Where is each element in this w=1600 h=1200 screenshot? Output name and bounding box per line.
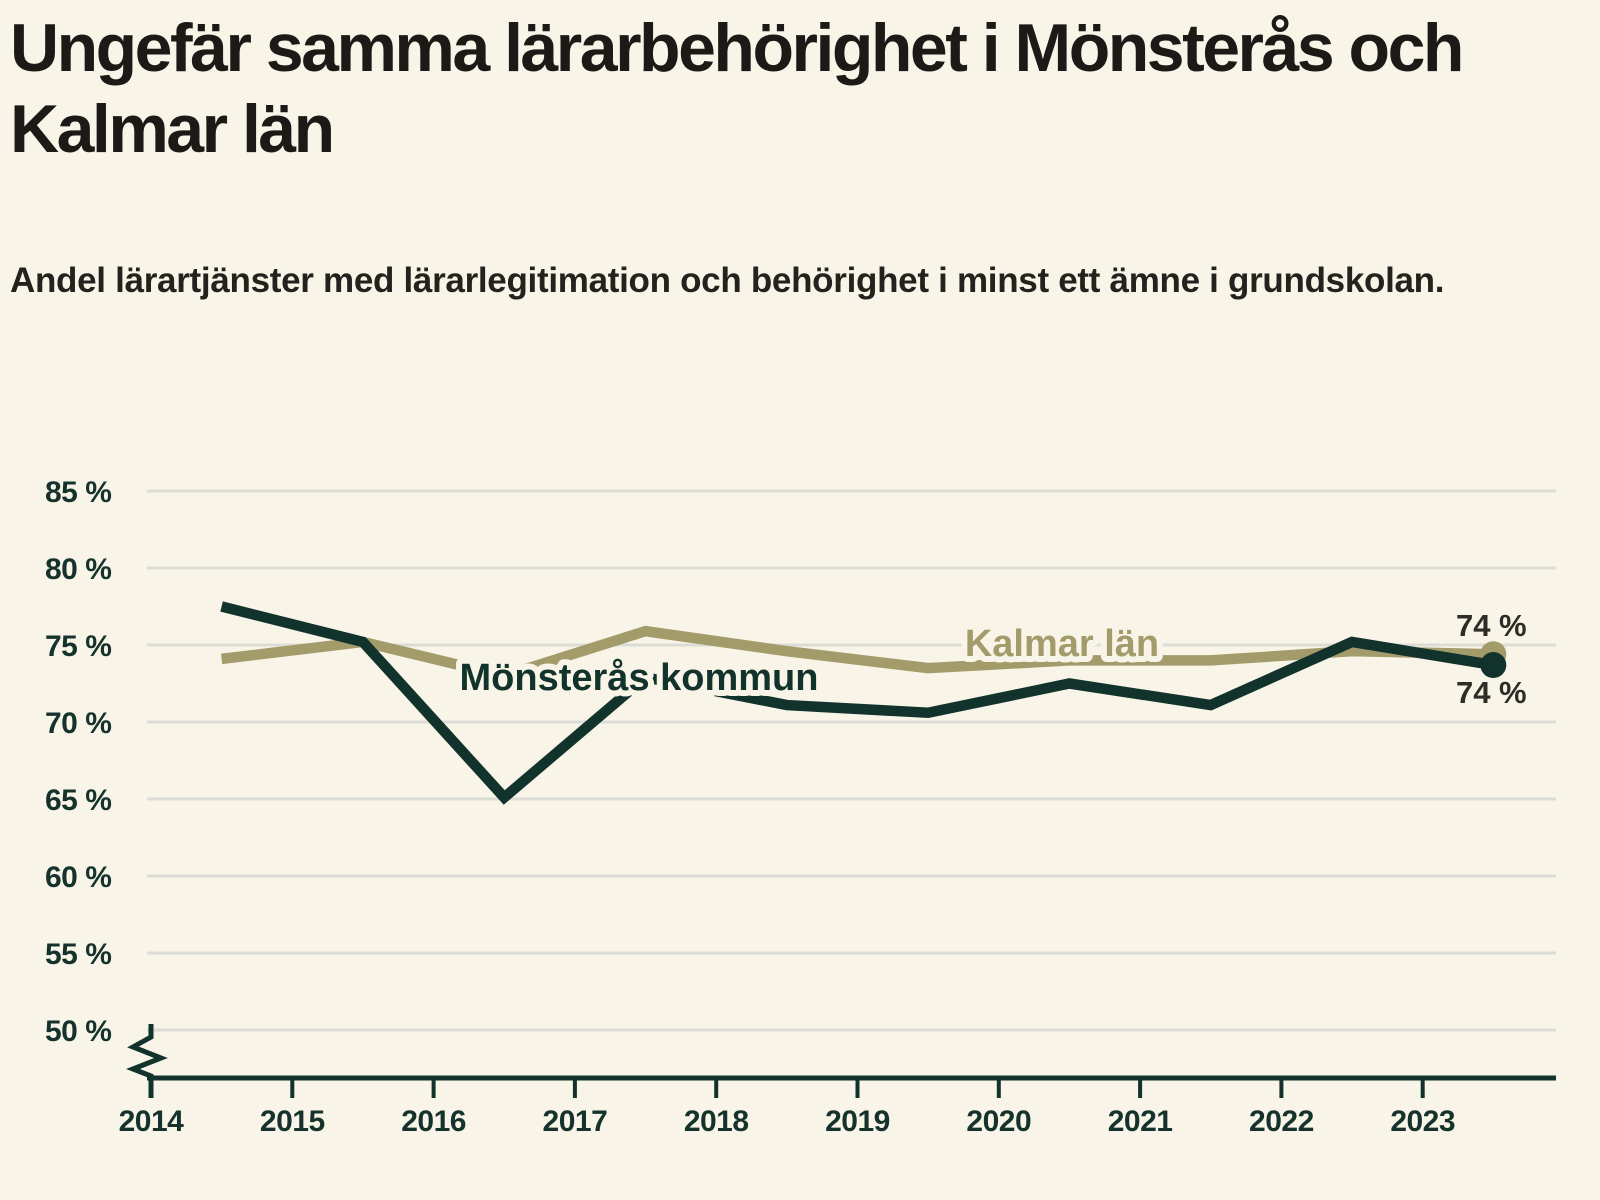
y-axis-tick-label: 65 % — [45, 784, 111, 817]
y-axis-tick-label: 50 % — [45, 1015, 111, 1048]
x-axis-tick-label: 2021 — [1108, 1105, 1173, 1138]
series-label-kalmar-lan: Kalmar län — [965, 623, 1159, 665]
x-axis-tick-label: 2015 — [260, 1105, 325, 1138]
x-axis-tick-label: 2014 — [119, 1105, 185, 1138]
y-axis-tick-label: 55 % — [45, 938, 111, 971]
series-label-monsteras-kommun: Mönsterås kommun — [460, 657, 819, 699]
y-axis-break-icon — [126, 1024, 168, 1098]
y-axis-tick-label: 80 % — [45, 553, 111, 586]
x-axis-tick-label: 2022 — [1249, 1105, 1314, 1138]
chart-title: Ungefär samma lärarbehörighet i Mönsterå… — [10, 10, 1464, 167]
chart-subtitle: Andel lärartjänster med lärarlegitimatio… — [10, 261, 1445, 300]
y-axis-tick-label: 85 % — [45, 476, 111, 509]
x-axis-tick-label: 2019 — [825, 1105, 890, 1138]
series-line-kalmar-lan — [220, 625, 1494, 682]
x-axis-tick-label: 2016 — [401, 1105, 466, 1138]
x-axis-tick-label: 2018 — [684, 1105, 749, 1138]
y-axis-tick-label: 75 % — [45, 630, 111, 663]
x-axis-tick-label: 2017 — [543, 1105, 608, 1138]
x-axis-tick-label: 2020 — [966, 1105, 1031, 1138]
end-value-label-monsteras-kommun: 74 % — [1456, 675, 1527, 710]
end-value-label-kalmar-lan: 74 % — [1456, 608, 1527, 643]
y-axis-tick-label: 70 % — [45, 707, 111, 740]
y-axis-tick-label: 60 % — [45, 861, 111, 894]
series-line-monsteras-kommun — [220, 601, 1495, 805]
x-axis-tick-label: 2023 — [1390, 1105, 1455, 1138]
series-end-dot-monsteras-kommun — [1480, 652, 1507, 679]
